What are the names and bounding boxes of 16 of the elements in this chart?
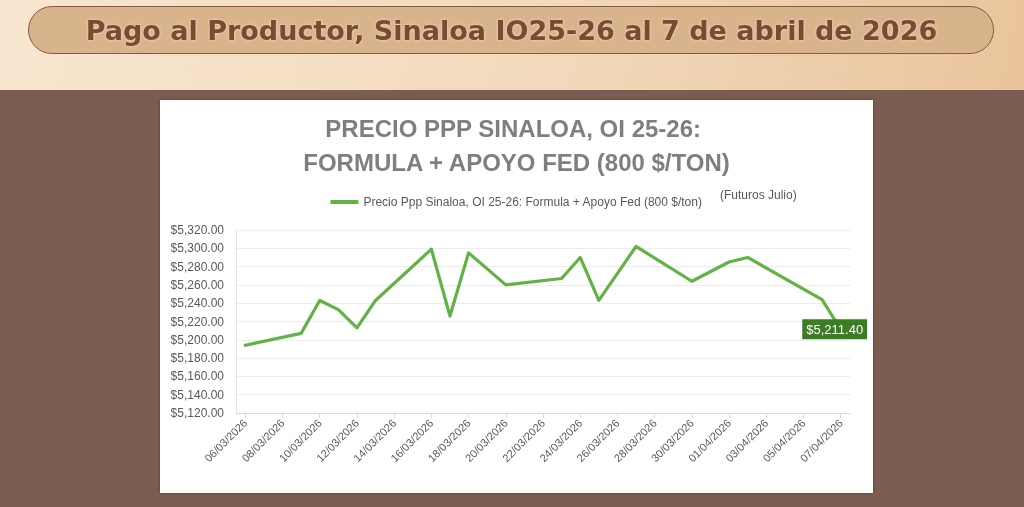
chart-subtitle: PRECIO PPP SINALOA, OI 25-26: FORMULA + APOYO FED (800 $/TON) [303, 114, 730, 176]
y-tick-label: $5,220.00 [170, 314, 225, 329]
y-tick-label: $5,300.00 [170, 241, 225, 256]
legend-label: Precio Ppp Sinaloa, OI 25-26: Formula + Apoyo Fed (800 $/ton) [363, 195, 702, 209]
y-tick-label: $5,240.00 [170, 296, 225, 311]
y-tick-label: $5,120.00 [170, 406, 225, 420]
y-tick-label: $5,180.00 [170, 351, 225, 366]
y-tick-label: $5,140.00 [170, 387, 225, 402]
y-tick-label: $5,160.00 [170, 369, 225, 384]
y-tick-label: $5,200.00 [170, 332, 225, 347]
y-tick-label: $5,280.00 [170, 259, 225, 274]
y-tick-label: $5,260.00 [170, 277, 225, 292]
data-label: $5,211.40 [806, 321, 864, 337]
text: (Futuros Julio) [720, 188, 797, 202]
y-tick-label: $5,320.00 [170, 223, 225, 237]
chart-title: Pago al Productor, Sinaloa IO25-26 al 7 de abril de 2026 [85, 14, 938, 46]
